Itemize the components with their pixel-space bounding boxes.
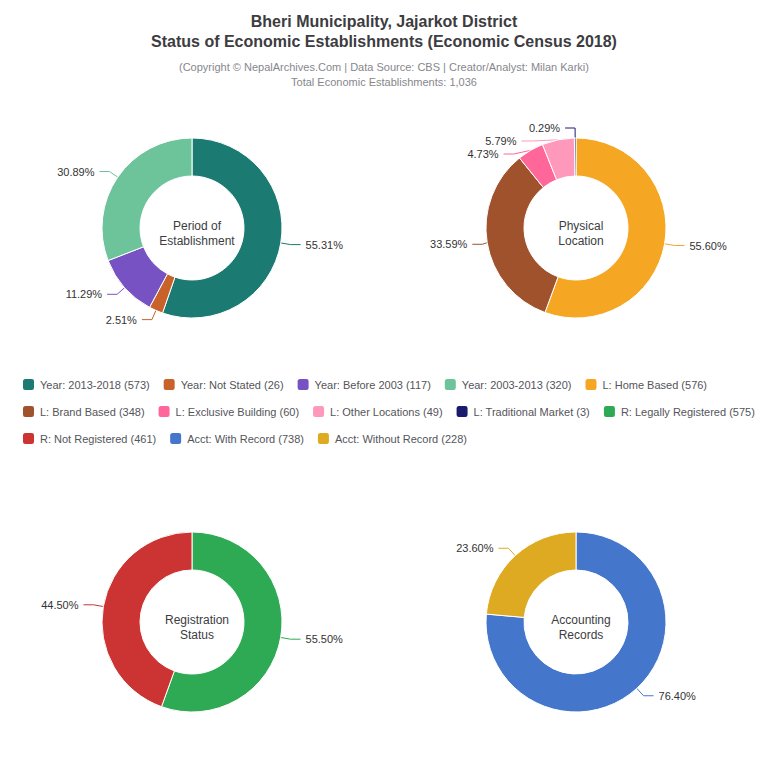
svg-text:Status: Status — [180, 628, 214, 642]
svg-text:5.79%: 5.79% — [485, 135, 516, 147]
svg-text:11.29%: 11.29% — [66, 288, 103, 300]
svg-text:33.59%: 33.59% — [430, 238, 468, 250]
svg-text:55.50%: 55.50% — [306, 633, 344, 645]
svg-text:30.89%: 30.89% — [57, 166, 95, 178]
svg-text:Total Economic Establishments:: Total Economic Establishments: 1,036 — [291, 76, 477, 88]
svg-text:Year: Before 2003 (117): Year: Before 2003 (117) — [315, 379, 431, 391]
svg-text:Period of: Period of — [173, 219, 222, 233]
svg-text:L: Home Based (576): L: Home Based (576) — [602, 379, 707, 391]
svg-text:R: Not Registered (461): R: Not Registered (461) — [40, 433, 156, 445]
svg-text:2.51%: 2.51% — [106, 314, 137, 326]
svg-text:(Copyright © NepalArchives.Com: (Copyright © NepalArchives.Com | Data So… — [179, 61, 589, 73]
svg-text:Registration: Registration — [165, 613, 229, 627]
svg-text:55.31%: 55.31% — [306, 239, 344, 251]
svg-text:L: Traditional Market (3): L: Traditional Market (3) — [474, 406, 590, 418]
svg-text:Location: Location — [558, 234, 603, 248]
svg-text:Accounting: Accounting — [551, 613, 610, 627]
svg-text:44.50%: 44.50% — [41, 599, 79, 611]
svg-text:4.73%: 4.73% — [467, 148, 498, 160]
svg-text:76.40%: 76.40% — [659, 690, 697, 702]
svg-text:Establishment: Establishment — [159, 234, 235, 248]
svg-text:Records: Records — [559, 628, 604, 642]
svg-text:Status of Economic Establishme: Status of Economic Establishments (Econo… — [151, 33, 617, 50]
svg-text:L: Exclusive Building (60): L: Exclusive Building (60) — [176, 406, 300, 418]
svg-text:Year: 2003-2013 (320): Year: 2003-2013 (320) — [462, 379, 572, 391]
svg-text:Acct: With Record (738): Acct: With Record (738) — [187, 433, 304, 445]
svg-text:55.60%: 55.60% — [689, 240, 727, 252]
svg-text:0.29%: 0.29% — [529, 122, 560, 134]
svg-text:R: Legally Registered (575): R: Legally Registered (575) — [621, 406, 755, 418]
svg-text:Year: Not Stated (26): Year: Not Stated (26) — [181, 379, 284, 391]
svg-text:23.60%: 23.60% — [456, 542, 494, 554]
svg-text:Year: 2013-2018 (573): Year: 2013-2018 (573) — [40, 379, 150, 391]
svg-text:Acct: Without Record (228): Acct: Without Record (228) — [335, 433, 467, 445]
svg-text:Physical: Physical — [559, 219, 604, 233]
svg-text:L: Other Locations (49): L: Other Locations (49) — [330, 406, 443, 418]
svg-text:L: Brand Based (348): L: Brand Based (348) — [40, 406, 145, 418]
svg-text:Bheri Municipality, Jajarkot D: Bheri Municipality, Jajarkot District — [251, 13, 518, 30]
